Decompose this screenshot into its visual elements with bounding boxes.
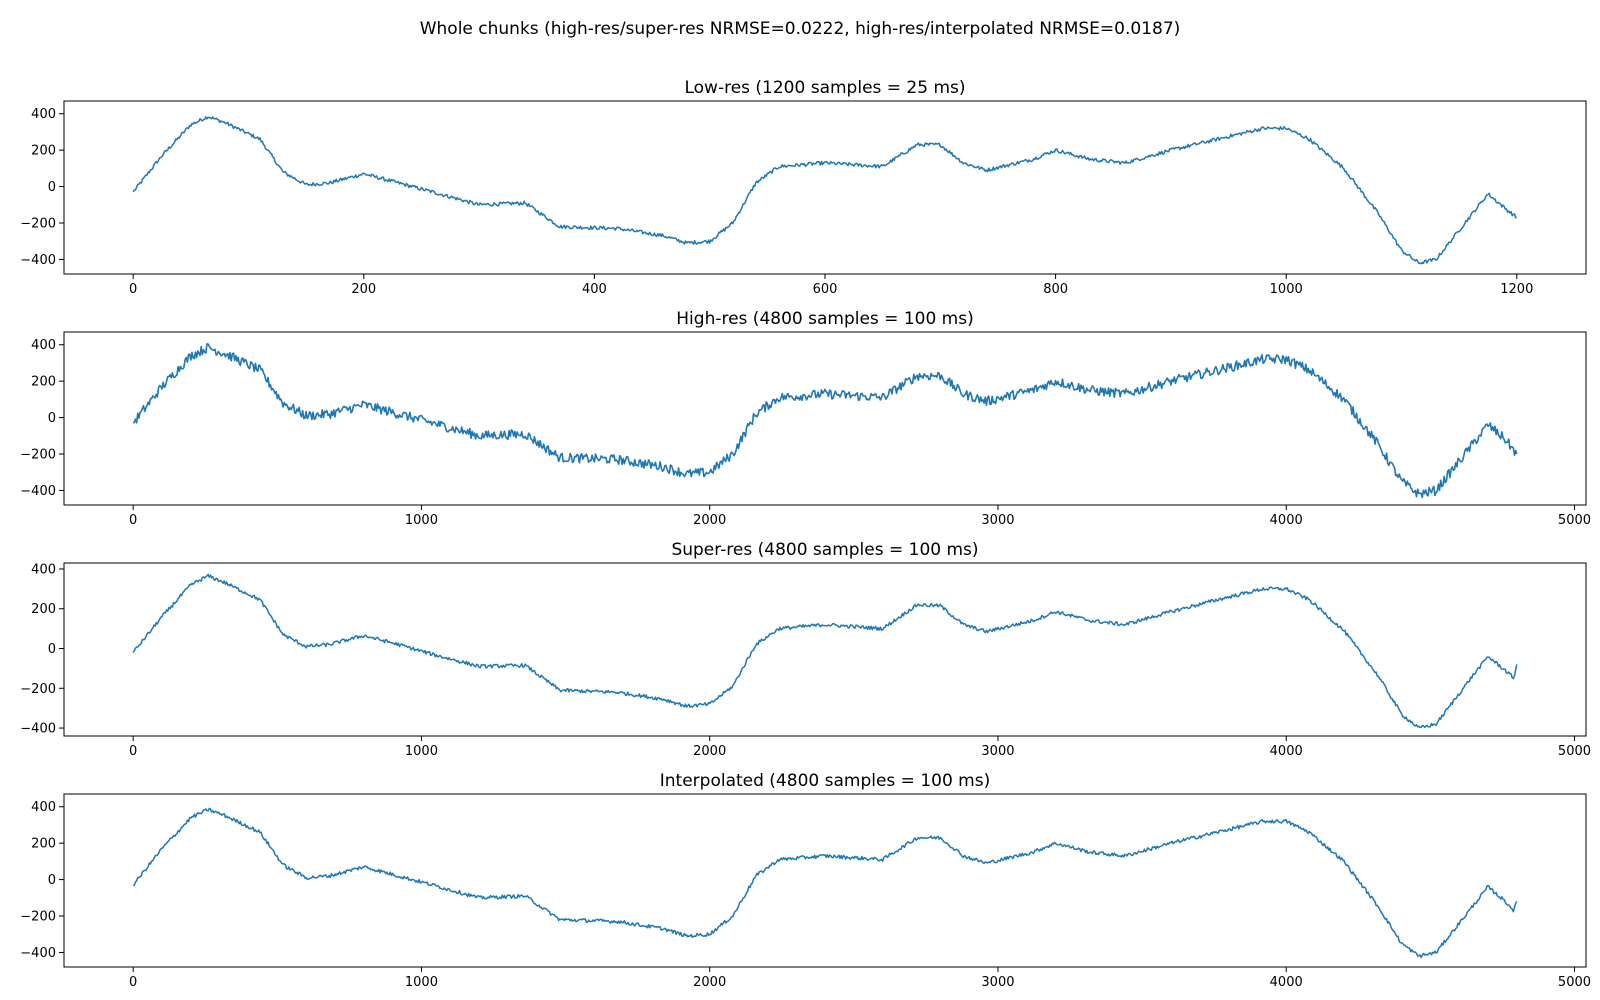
- y-tick-label: 200: [31, 375, 56, 390]
- plot-frame: [63, 793, 1587, 968]
- y-tick-label: 400: [31, 562, 56, 577]
- x-tick-label: 0: [129, 513, 137, 528]
- y-tick-label: −400: [20, 722, 56, 737]
- x-tick-label: 2000: [693, 513, 726, 528]
- y-tick-label: 400: [31, 800, 56, 815]
- subplot-3: Super-res (4800 samples = 100 ms) 0 1000 20…: [20, 540, 1591, 759]
- y-tick-label: −400: [20, 253, 56, 268]
- subplot-1: Low-res (1200 samples = 25 ms) 0 200 400 600…: [20, 78, 1587, 297]
- y-tick-label: −200: [20, 682, 56, 697]
- y-tick-label: −200: [20, 448, 56, 463]
- x-tick-label: 2000: [693, 744, 726, 759]
- subplot-4: Interpolated (4800 samples = 100 ms) 0 100…: [20, 771, 1591, 990]
- figure-title: Whole chunks (high-res/super-res NRMSE=0…: [420, 19, 1181, 39]
- y-tick-label: 400: [31, 107, 56, 122]
- y-tick-label: 0: [48, 411, 56, 426]
- x-tick-label: 800: [1043, 282, 1068, 297]
- x-tick-label: 1000: [1270, 282, 1303, 297]
- y-tick-label: −200: [20, 217, 56, 232]
- y-tick-label: 200: [31, 144, 56, 159]
- x-tick-label: 0: [129, 282, 137, 297]
- x-tick-label: 3000: [981, 513, 1014, 528]
- y-tick-label: 400: [31, 338, 56, 353]
- x-tick-label: 5000: [1558, 744, 1591, 759]
- x-tick-label: 200: [351, 282, 376, 297]
- y-tick-label: −400: [20, 946, 56, 961]
- x-tick-label: 5000: [1558, 513, 1591, 528]
- x-tick-label: 0: [129, 744, 137, 759]
- y-tick-label: 0: [48, 180, 56, 195]
- x-tick-label: 5000: [1558, 975, 1591, 990]
- y-tick-label: −400: [20, 484, 56, 499]
- x-tick-label: 1000: [405, 975, 438, 990]
- y-tick-label: −200: [20, 910, 56, 925]
- series-line: [132, 116, 1517, 265]
- subplot-title: Super-res (4800 samples = 100 ms): [671, 540, 978, 560]
- series-line: [133, 807, 1518, 959]
- x-tick-label: 4000: [1270, 975, 1303, 990]
- subplot-title: High-res (4800 samples = 100 ms): [676, 309, 973, 329]
- series-line: [132, 343, 1518, 499]
- x-tick-label: 0: [129, 975, 137, 990]
- subplot-title: Low-res (1200 samples = 25 ms): [684, 78, 965, 98]
- x-tick-label: 600: [813, 282, 838, 297]
- x-tick-label: 3000: [981, 975, 1014, 990]
- subplot-2: High-res (4800 samples = 100 ms) 0 1000 200…: [20, 309, 1591, 528]
- y-tick-label: 0: [48, 873, 56, 888]
- y-tick-label: 200: [31, 837, 56, 852]
- subplot-title: Interpolated (4800 samples = 100 ms): [660, 771, 990, 791]
- series-line: [132, 573, 1518, 729]
- plot-frame: [63, 331, 1587, 506]
- x-tick-label: 400: [582, 282, 607, 297]
- x-tick-label: 1200: [1500, 282, 1533, 297]
- x-tick-label: 3000: [981, 744, 1014, 759]
- x-tick-label: 4000: [1270, 744, 1303, 759]
- x-tick-label: 2000: [693, 975, 726, 990]
- x-tick-label: 4000: [1270, 513, 1303, 528]
- plot-frame: [63, 100, 1587, 275]
- y-tick-label: 0: [48, 642, 56, 657]
- x-tick-label: 1000: [405, 513, 438, 528]
- x-tick-label: 1000: [405, 744, 438, 759]
- y-tick-label: 200: [31, 602, 56, 617]
- plot-frame: [63, 562, 1587, 737]
